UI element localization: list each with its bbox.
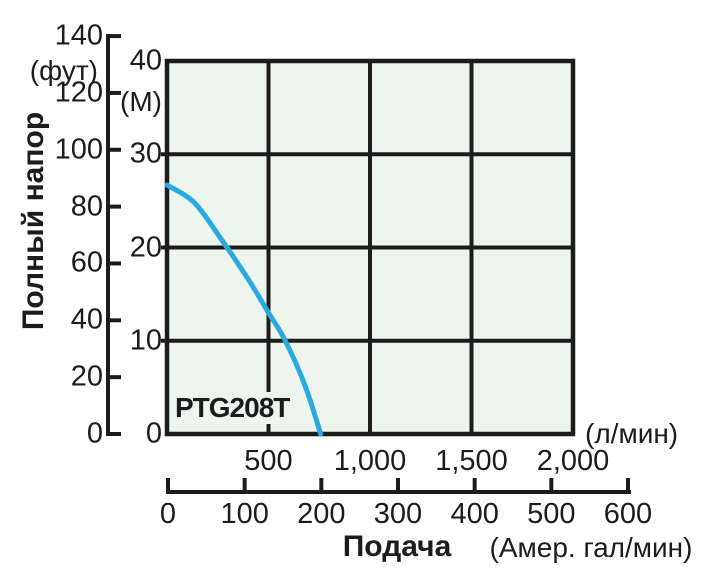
meter-tick-label-40: 40 (129, 44, 162, 77)
gpm-tick-label-400: 400 (450, 498, 499, 530)
meter-tick-label-0: 0 (145, 417, 162, 450)
plot-border (164, 58, 576, 437)
lpm-tick-label-1000: 1,000 (333, 445, 407, 477)
feet-tick-label-120: 120 (54, 76, 103, 109)
meter-tick-label-30: 30 (129, 137, 162, 170)
gpm-tick-label-200: 200 (297, 498, 346, 530)
feet-tick-label-40: 40 (70, 303, 103, 336)
feet-axis (106, 34, 121, 436)
lpm-tick-label-2000: 2,000 (536, 445, 610, 477)
feet-tick-label-100: 100 (54, 133, 103, 166)
gpm-axis (166, 478, 631, 494)
gpm-tick-label-0: 0 (159, 498, 177, 530)
lpm-tick-label-1500: 1,500 (435, 445, 508, 477)
feet-tick-label-60: 60 (70, 246, 103, 279)
feet-tick-label-0: 0 (86, 417, 103, 450)
lpm-tick-label-500: 500 (244, 445, 293, 477)
gpm-unit-label: (Амер. гал/мин) (489, 532, 693, 563)
x-axis-title: Подача (342, 530, 452, 563)
gpm-tick-label-300: 300 (373, 498, 423, 530)
feet-tick-label-80: 80 (70, 190, 103, 223)
pump-curve (164, 182, 324, 437)
feet-tick-label-140: 140 (54, 19, 103, 52)
feet-unit-label: (фут) (29, 55, 98, 86)
y-axis-title: Полный напор (17, 111, 50, 331)
pump-model-label: PTG208T (170, 392, 295, 424)
gpm-tick-label-500: 500 (527, 498, 576, 530)
plot-area (161, 58, 576, 437)
meters-unit-label: (М) (120, 86, 162, 117)
feet-tick-label-20: 20 (70, 360, 103, 393)
lpm-unit-label: (л/мин) (585, 418, 679, 449)
meter-tick-label-10: 10 (129, 324, 162, 357)
gpm-tick-label-600: 600 (603, 498, 653, 530)
curve-PTG208T (164, 182, 324, 437)
meter-tick-label-20: 20 (129, 231, 162, 263)
gpm-tick-label-100: 100 (220, 498, 269, 530)
